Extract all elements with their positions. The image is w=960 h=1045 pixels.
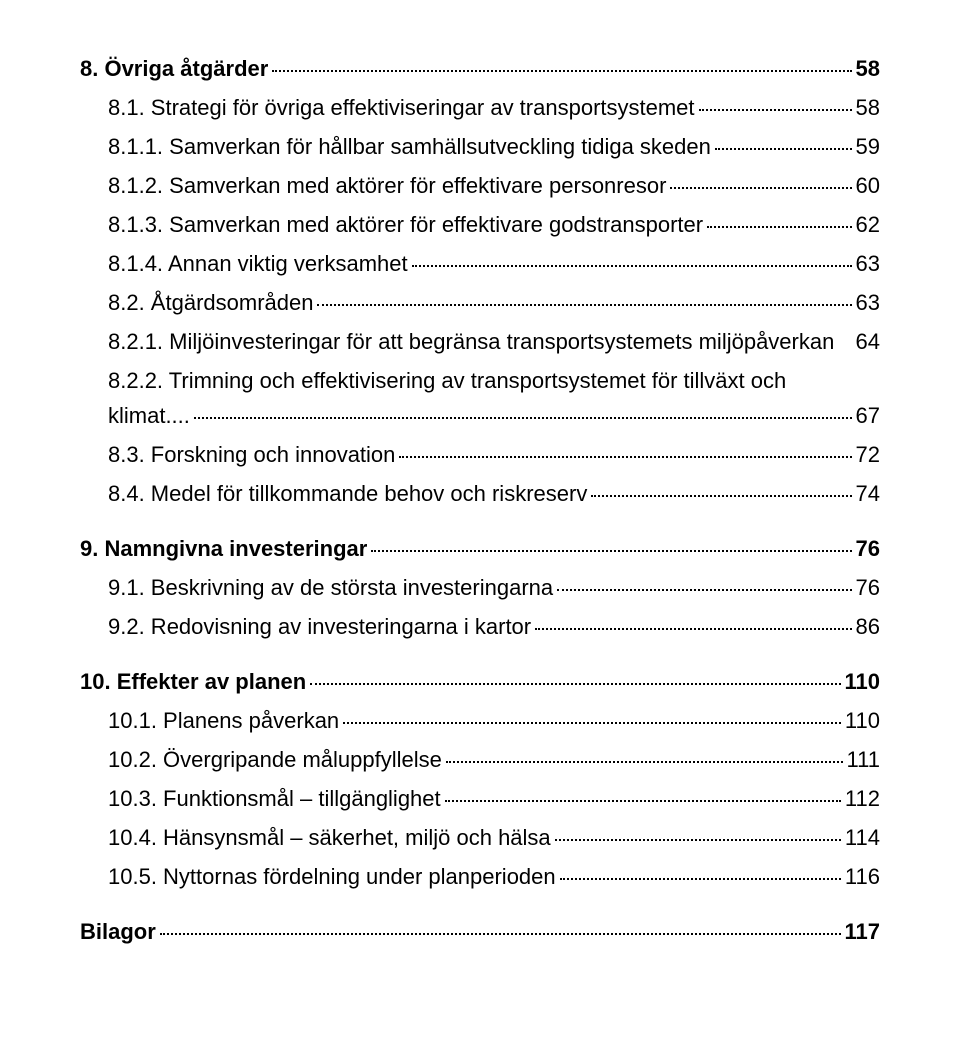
toc-page: 60 bbox=[856, 169, 880, 202]
toc-label: 10.3. Funktionsmål – tillgänglighet bbox=[108, 782, 441, 815]
toc-leader bbox=[535, 628, 851, 630]
toc-page: 110 bbox=[845, 665, 881, 698]
toc-page: 58 bbox=[856, 52, 880, 85]
toc-page: 86 bbox=[856, 610, 880, 643]
toc-leader bbox=[317, 304, 851, 306]
toc-label: 8.1. Strategi för övriga effektivisering… bbox=[108, 91, 695, 124]
toc-entry: 10. Effekter av planen 110 bbox=[80, 665, 880, 698]
toc-page: 112 bbox=[845, 782, 880, 815]
toc-entry: 8.1.4. Annan viktig verksamhet 63 bbox=[108, 247, 880, 280]
toc-label: 8.3. Forskning och innovation bbox=[108, 438, 395, 471]
toc-page: 76 bbox=[856, 532, 880, 565]
toc-leader bbox=[555, 839, 841, 841]
toc-entry: 9.2. Redovisning av investeringarna i ka… bbox=[108, 610, 880, 643]
toc-label: 8.4. Medel för tillkommande behov och ri… bbox=[108, 477, 587, 510]
toc-page: 63 bbox=[856, 247, 880, 280]
toc-label: 8.2. Åtgärdsområden bbox=[108, 286, 313, 319]
toc-page: 67 bbox=[856, 399, 880, 432]
toc-entry: 10.2. Övergripande måluppfyllelse 111 bbox=[108, 743, 880, 776]
toc-label: klimat.... bbox=[108, 399, 190, 432]
toc-page: 76 bbox=[856, 571, 880, 604]
toc-page: 64 bbox=[856, 325, 880, 358]
toc-leader bbox=[272, 70, 851, 72]
toc-label: 8. Övriga åtgärder bbox=[80, 52, 268, 85]
toc-label: 10.1. Planens påverkan bbox=[108, 704, 339, 737]
toc-entry: klimat.... 67 bbox=[108, 399, 880, 432]
toc-leader bbox=[160, 933, 841, 935]
toc-leader bbox=[557, 589, 851, 591]
toc: 8. Övriga åtgärder 58 8.1. Strategi för öv… bbox=[80, 52, 880, 948]
toc-entry: 8.2.1. Miljöinvesteringar för att begrän… bbox=[108, 325, 880, 358]
toc-entry: 10.1. Planens påverkan 110 bbox=[108, 704, 880, 737]
toc-label: 8.1.3. Samverkan med aktörer för effekti… bbox=[108, 208, 703, 241]
toc-label: Bilagor bbox=[80, 915, 156, 948]
toc-label: 10.5. Nyttornas fördelning under planper… bbox=[108, 860, 556, 893]
toc-leader bbox=[194, 417, 852, 419]
toc-label: 8.2.2. Trimning och effektivisering av t… bbox=[108, 364, 786, 397]
toc-leader bbox=[446, 761, 843, 763]
toc-page: 74 bbox=[856, 477, 880, 510]
toc-page: 114 bbox=[845, 821, 880, 854]
toc-label: 9.2. Redovisning av investeringarna i ka… bbox=[108, 610, 531, 643]
toc-label: 9. Namngivna investeringar bbox=[80, 532, 367, 565]
toc-label: 8.1.1. Samverkan för hållbar samhällsutv… bbox=[108, 130, 711, 163]
toc-entry: 8.1. Strategi för övriga effektivisering… bbox=[108, 91, 880, 124]
toc-leader bbox=[707, 226, 851, 228]
toc-page: 116 bbox=[845, 860, 880, 893]
toc-page: 58 bbox=[856, 91, 880, 124]
toc-entry: 8.1.2. Samverkan med aktörer för effekti… bbox=[108, 169, 880, 202]
toc-page: 111 bbox=[847, 743, 880, 776]
toc-page: 72 bbox=[856, 438, 880, 471]
toc-label: 8.1.4. Annan viktig verksamhet bbox=[108, 247, 408, 280]
toc-label: 10. Effekter av planen bbox=[80, 665, 306, 698]
toc-leader bbox=[699, 109, 852, 111]
toc-page: 59 bbox=[856, 130, 880, 163]
toc-leader bbox=[343, 722, 841, 724]
toc-page: 110 bbox=[845, 704, 880, 737]
toc-entry: 8.4. Medel för tillkommande behov och ri… bbox=[108, 477, 880, 510]
toc-entry: 8.1.3. Samverkan med aktörer för effekti… bbox=[108, 208, 880, 241]
toc-page: 62 bbox=[856, 208, 880, 241]
toc-entry: 9. Namngivna investeringar 76 bbox=[80, 532, 880, 565]
toc-leader bbox=[412, 265, 852, 267]
toc-leader bbox=[670, 187, 851, 189]
toc-leader bbox=[445, 800, 841, 802]
toc-entry: 8. Övriga åtgärder 58 bbox=[80, 52, 880, 85]
toc-label: 8.1.2. Samverkan med aktörer för effekti… bbox=[108, 169, 666, 202]
toc-entry: 10.5. Nyttornas fördelning under planper… bbox=[108, 860, 880, 893]
toc-entry: 8.2.2. Trimning och effektivisering av t… bbox=[108, 364, 880, 397]
toc-label: 9.1. Beskrivning av de största investeri… bbox=[108, 571, 553, 604]
toc-label: 8.2.1. Miljöinvesteringar för att begrän… bbox=[108, 325, 834, 358]
toc-leader bbox=[560, 878, 841, 880]
toc-entry: Bilagor 117 bbox=[80, 915, 880, 948]
toc-leader bbox=[591, 495, 851, 497]
toc-entry: 8.1.1. Samverkan för hållbar samhällsutv… bbox=[108, 130, 880, 163]
toc-leader bbox=[371, 550, 851, 552]
toc-leader bbox=[310, 683, 840, 685]
toc-page: 117 bbox=[845, 915, 881, 948]
toc-leader bbox=[399, 456, 851, 458]
toc-entry: 10.3. Funktionsmål – tillgänglighet 112 bbox=[108, 782, 880, 815]
toc-entry: 8.2. Åtgärdsområden 63 bbox=[108, 286, 880, 319]
toc-entry: 9.1. Beskrivning av de största investeri… bbox=[108, 571, 880, 604]
toc-entry: 8.3. Forskning och innovation 72 bbox=[108, 438, 880, 471]
toc-label: 10.4. Hänsynsmål – säkerhet, miljö och h… bbox=[108, 821, 551, 854]
toc-entry: 10.4. Hänsynsmål – säkerhet, miljö och h… bbox=[108, 821, 880, 854]
toc-label: 10.2. Övergripande måluppfyllelse bbox=[108, 743, 442, 776]
toc-page: 63 bbox=[856, 286, 880, 319]
toc-leader bbox=[715, 148, 852, 150]
